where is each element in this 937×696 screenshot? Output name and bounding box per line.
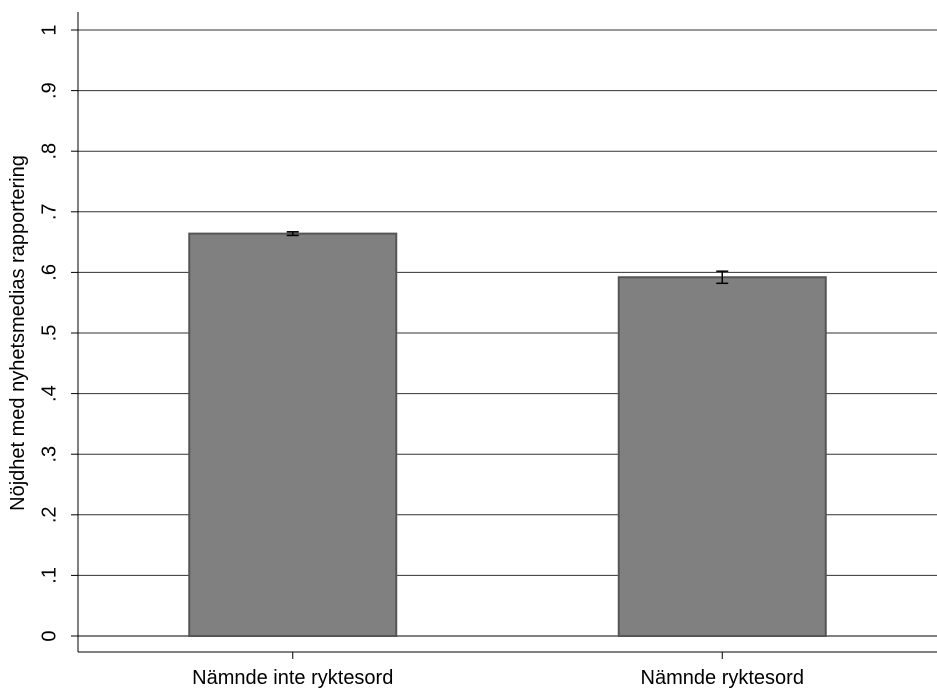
x-tick-label: Nämnde inte ryktesord <box>192 667 393 689</box>
y-tick-label: 1 <box>38 24 60 35</box>
axes <box>77 12 937 653</box>
y-axis-title: Nöjdhet med nyhetsmedias rapportering <box>7 155 29 511</box>
bar <box>188 232 398 637</box>
bars <box>188 232 827 637</box>
y-tick-label: .9 <box>38 82 60 99</box>
y-tick-label: .7 <box>38 203 60 220</box>
y-tick-label: .8 <box>38 143 60 160</box>
bar <box>617 276 827 637</box>
x-ticks: Nämnde inte ryktesord Nämnde ryktesord <box>192 652 804 689</box>
y-tick-label: .3 <box>38 446 60 463</box>
y-tick-label: 0 <box>38 630 60 641</box>
y-ticks: 0 .1 .2 .3 .4 .5 .6 .7 .8 .9 1 <box>38 24 78 642</box>
x-tick-label: Nämnde ryktesord <box>641 667 804 689</box>
y-tick-label: .2 <box>38 506 60 523</box>
y-tick-label: .4 <box>38 385 60 402</box>
y-tick-label: .5 <box>38 325 60 342</box>
y-tick-label: .6 <box>38 264 60 281</box>
error-bars <box>286 231 729 285</box>
y-tick-label: .1 <box>38 567 60 584</box>
